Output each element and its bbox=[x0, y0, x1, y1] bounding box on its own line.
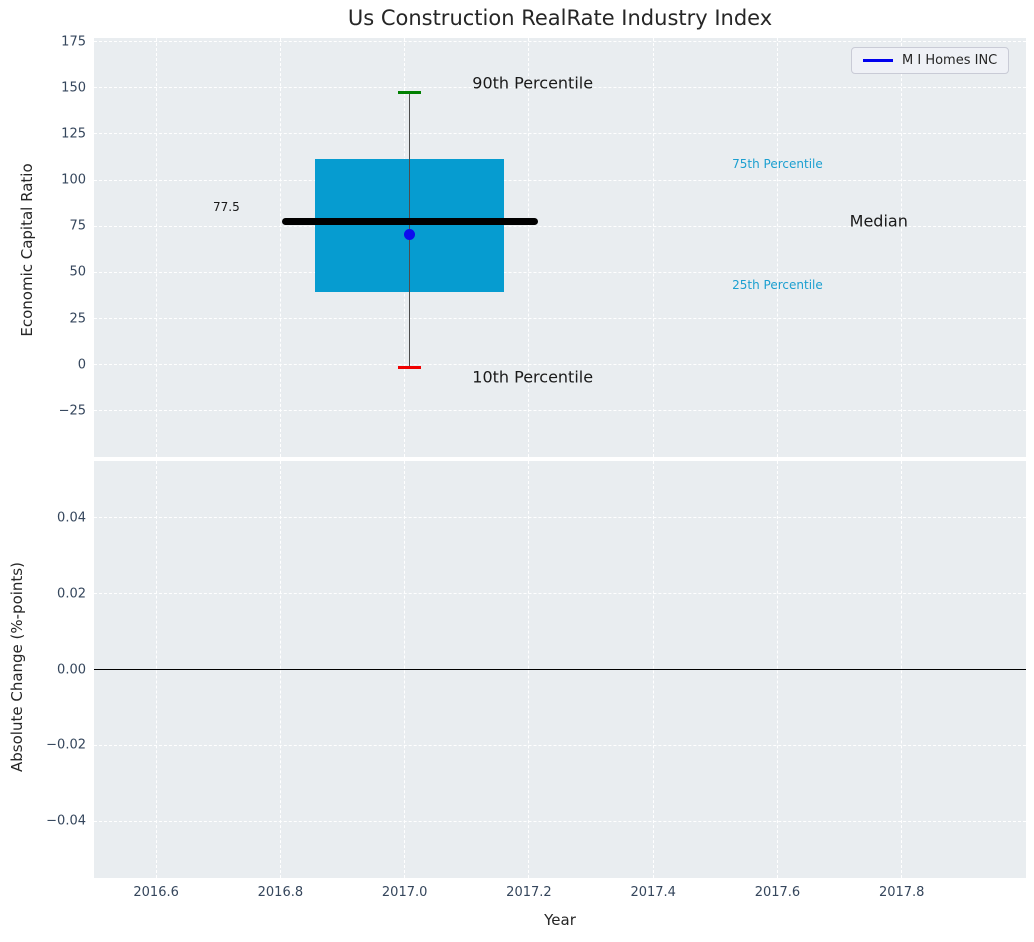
zero-line bbox=[94, 668, 1026, 671]
y-gridline bbox=[94, 179, 1026, 181]
xtick-label: 2016.6 bbox=[133, 885, 179, 900]
y-gridline bbox=[94, 318, 1026, 320]
legend: M I Homes INC bbox=[851, 47, 1010, 74]
y-gridline bbox=[94, 744, 1026, 746]
top-ytick-label: 175 bbox=[61, 34, 86, 50]
p90-cap bbox=[398, 90, 422, 94]
bottom-ytick-label: 0.02 bbox=[57, 586, 86, 602]
bottom-ytick-label: 0.00 bbox=[57, 662, 86, 677]
y-gridline bbox=[94, 364, 1026, 366]
top-ytick-label: 150 bbox=[61, 80, 86, 96]
top-y-axis-label: Economic Capital Ratio bbox=[18, 163, 36, 337]
company-point bbox=[404, 229, 416, 241]
y-gridline bbox=[94, 133, 1026, 135]
top-ytick-label: 0 bbox=[77, 357, 86, 373]
chart-title: Us Construction RealRate Industry Index bbox=[347, 6, 773, 30]
annotation-77-5: 77.5 bbox=[212, 199, 240, 214]
x-gridline bbox=[279, 38, 281, 457]
xtick-label: 2017.0 bbox=[381, 885, 428, 900]
x-gridline bbox=[776, 38, 778, 457]
annotation-90th-percentile: 90th Percentile bbox=[472, 73, 594, 93]
y-gridline bbox=[94, 593, 1026, 595]
legend-line-sample bbox=[863, 59, 893, 62]
xtick-label: 2017.6 bbox=[754, 885, 801, 900]
legend-label: M I Homes INC bbox=[902, 53, 998, 68]
bottom-y-axis-label: Absolute Change (%-points) bbox=[8, 562, 26, 772]
top-ytick-label: 75 bbox=[69, 218, 86, 234]
annotation-10th-percentile: 10th Percentile bbox=[472, 367, 594, 387]
y-gridline bbox=[94, 41, 1026, 43]
xtick-label: 2017.2 bbox=[506, 885, 552, 900]
y-gridline bbox=[94, 225, 1026, 227]
xtick-label: 2017.4 bbox=[630, 885, 676, 900]
bottom-ytick-label: −0.02 bbox=[46, 737, 86, 753]
annotation-75th-percentile: 75th Percentile bbox=[732, 157, 823, 172]
xtick-label: 2017.8 bbox=[878, 885, 925, 900]
top-ytick-label: 100 bbox=[61, 172, 86, 188]
top-ytick-label: −25 bbox=[58, 403, 86, 419]
top-ytick-label: 25 bbox=[69, 311, 86, 327]
x-gridline bbox=[528, 38, 530, 457]
y-gridline bbox=[94, 517, 1026, 519]
bottom-ytick-label: 0.04 bbox=[57, 510, 86, 526]
x-gridline bbox=[652, 38, 654, 457]
p10-cap bbox=[398, 365, 422, 369]
top-axes: 90th Percentile 10th Percentile Median 77.5… bbox=[94, 38, 1026, 457]
x-gridline bbox=[155, 38, 157, 457]
y-gridline bbox=[94, 410, 1026, 412]
xtick-label: 2016.8 bbox=[257, 885, 304, 900]
x-gridline bbox=[901, 38, 903, 457]
y-gridline bbox=[94, 820, 1026, 822]
top-ytick-label: 50 bbox=[69, 264, 86, 280]
y-gridline bbox=[94, 87, 1026, 89]
annotation-25th-percentile: 25th Percentile bbox=[732, 277, 823, 292]
annotation-median: Median bbox=[849, 211, 908, 231]
bottom-ytick-label: −0.04 bbox=[46, 813, 86, 829]
x-axis-label: Year bbox=[544, 911, 576, 929]
top-ytick-label: 125 bbox=[61, 126, 86, 142]
bottom-axes bbox=[94, 461, 1026, 878]
median-line bbox=[281, 218, 538, 226]
y-gridline bbox=[94, 271, 1026, 273]
